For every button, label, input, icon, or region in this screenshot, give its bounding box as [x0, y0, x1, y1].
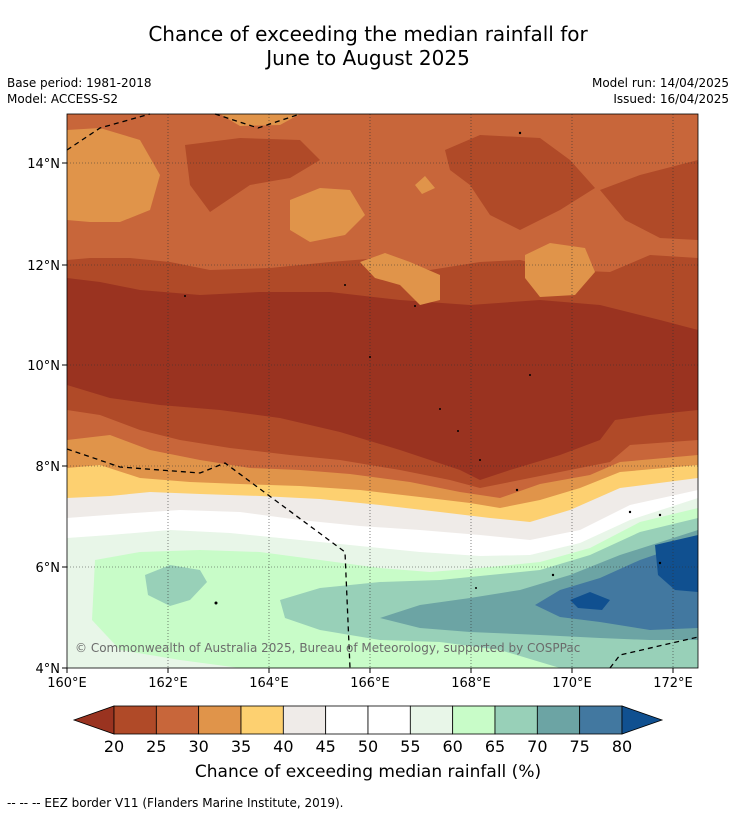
model-name: Model: ACCESS-S2 — [7, 92, 119, 106]
colorbar-tick-label: 80 — [612, 737, 632, 756]
colorbar-tick-label: 25 — [146, 737, 166, 756]
meta-left: Base period: 1981-2018 Model: ACCESS-S2 — [7, 75, 152, 107]
lat-label: 12°N — [27, 259, 60, 274]
patch-35-40-a — [67, 128, 160, 222]
map-area — [67, 114, 698, 668]
colorbar-segment — [325, 705, 369, 735]
colorbar-tick-label: 35 — [231, 737, 251, 756]
lon-label: 164°E — [249, 676, 289, 691]
colorbar-segment — [452, 705, 496, 735]
graticule — [67, 114, 698, 668]
meta-right: Model run: 14/04/2025 Issued: 16/04/2025 — [592, 75, 729, 107]
colorbar-tick-label: 40 — [273, 737, 293, 756]
lat-label: 6°N — [36, 561, 61, 576]
colorbar-segment — [494, 705, 538, 735]
colorbar-tick-label: 30 — [188, 737, 208, 756]
colorbar-tick-label: 20 — [104, 737, 124, 756]
map-frame — [66, 113, 699, 669]
colorbar-tick-label: 45 — [315, 737, 335, 756]
map-title: Chance of exceeding the median rainfall … — [0, 22, 736, 70]
patch-35-40-c — [525, 243, 595, 297]
title-line-1: Chance of exceeding the median rainfall … — [148, 22, 588, 46]
base-period: Base period: 1981-2018 — [7, 76, 152, 90]
colorbar-segment — [155, 705, 200, 735]
colorbar: 20 25 30 35 40 45 50 55 60 65 70 75 80 — [72, 705, 664, 756]
colorbar-segment — [409, 705, 454, 735]
lon-label: 166°E — [350, 676, 390, 691]
model-run: Model run: 14/04/2025 — [591, 76, 729, 90]
colorbar-segment — [282, 705, 327, 735]
patch-70-75-west — [145, 565, 207, 606]
title-line-2: June to August 2025 — [266, 46, 470, 70]
colorbar-segment — [367, 705, 411, 735]
copyright-text: © Commonwealth of Australia 2025, Bureau… — [75, 641, 581, 655]
colorbar-tick-label: 70 — [527, 737, 547, 756]
tick-marks — [62, 162, 674, 673]
eez-borders — [66, 113, 699, 669]
patch-35-40-b — [290, 188, 365, 242]
lat-label: 4°N — [36, 662, 61, 677]
lon-label: 172°E — [653, 676, 693, 691]
colorbar-segment — [579, 705, 623, 735]
colorbar-over-arrow — [621, 705, 664, 735]
patch-35-40-d — [360, 253, 440, 305]
patch-25-30-c — [600, 160, 698, 240]
colorbar-segment — [198, 705, 242, 735]
colorbar-tick-label: 50 — [358, 737, 378, 756]
lon-label: 162°E — [148, 676, 188, 691]
lon-label: 168°E — [451, 676, 491, 691]
colorbar-tick-label: 75 — [569, 737, 589, 756]
colorbar-segment — [113, 705, 157, 735]
patch-25-30-b — [445, 135, 595, 230]
colorbar-under-arrow — [72, 705, 115, 735]
colorbar-segment — [536, 705, 581, 735]
lon-label: 170°E — [552, 676, 592, 691]
patch-25-30-a — [185, 138, 320, 212]
colorbar-segment — [240, 705, 284, 735]
patch-35-40-f — [415, 176, 435, 194]
lat-label: 14°N — [27, 157, 60, 172]
lat-label: 8°N — [36, 460, 61, 475]
patch-85-plus-small — [570, 592, 610, 610]
lat-label: 10°N — [27, 359, 60, 374]
colorbar-tick-label: 65 — [485, 737, 505, 756]
patch-35-40-e — [220, 114, 300, 126]
eez-footnote: -- -- -- EEZ border V11 (Flanders Marine… — [7, 796, 344, 810]
islands — [184, 131, 662, 605]
colorbar-tick-label: 55 — [400, 737, 420, 756]
colorbar-label: Chance of exceeding median rainfall (%) — [194, 762, 542, 782]
issued-date: Issued: 16/04/2025 — [613, 92, 729, 106]
colorbar-tick-label: 60 — [442, 737, 462, 756]
band-85-plus — [655, 535, 698, 592]
lon-label: 160°E — [47, 676, 87, 691]
